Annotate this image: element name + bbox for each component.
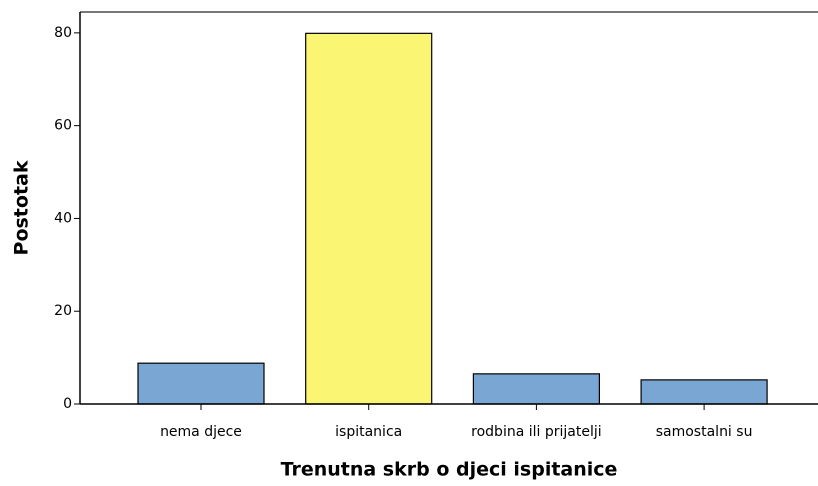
y-axis-title: Postotak xyxy=(11,160,33,255)
x-tick-label: ispitanica xyxy=(335,424,402,440)
y-tick-label: 0 xyxy=(63,396,72,412)
y-tick-label: 80 xyxy=(54,25,72,41)
x-tick-label: samostalni su xyxy=(656,424,753,440)
x-tick-label: nema djece xyxy=(160,424,242,440)
x-tick-label: rodbina ili prijatelji xyxy=(471,424,601,440)
y-tick-label: 40 xyxy=(54,210,72,226)
y-tick-label: 60 xyxy=(54,118,72,134)
bar xyxy=(640,379,768,405)
bar xyxy=(472,373,600,405)
y-tick-label: 20 xyxy=(54,303,72,319)
bar xyxy=(137,362,265,405)
bar xyxy=(305,32,433,405)
x-axis-title: Trenutna skrb o djeci ispitanice xyxy=(281,459,618,481)
